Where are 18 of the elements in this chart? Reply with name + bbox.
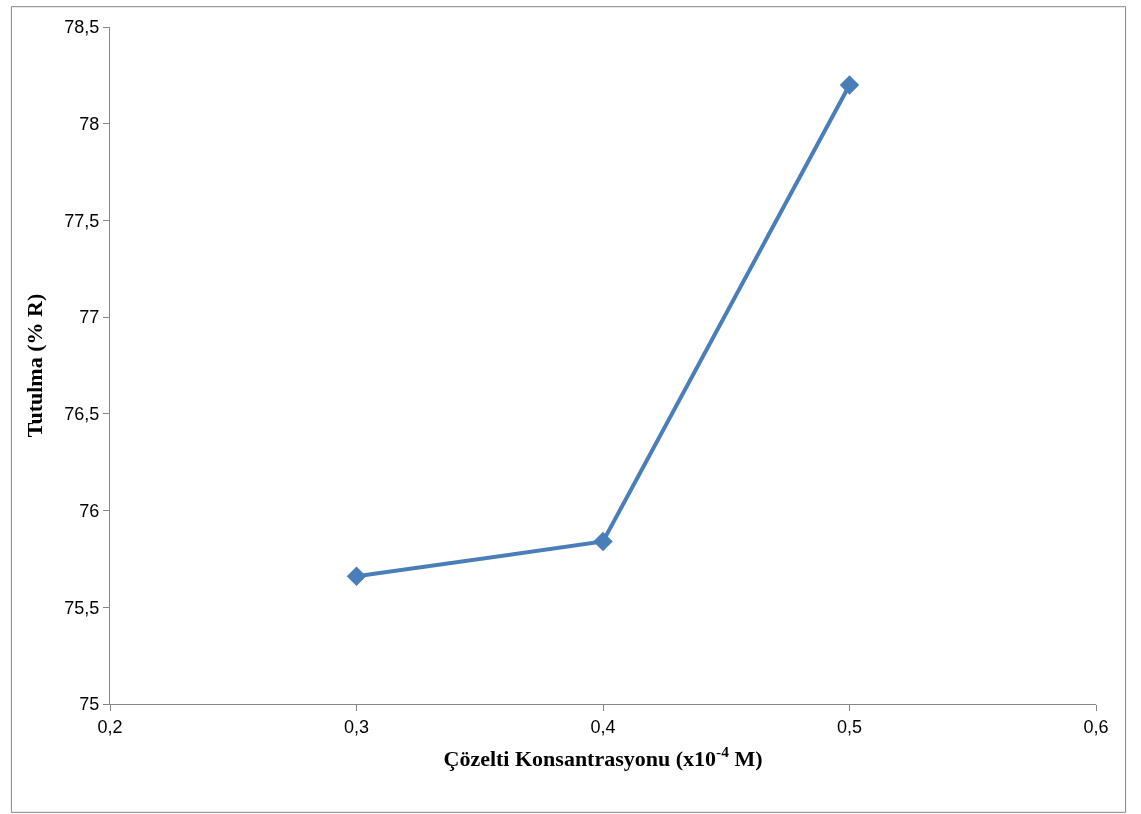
point: [346, 566, 367, 587]
x-axis-title: Çözelti Konsantrasyonu (x10$^{-4}$ M): [443, 743, 763, 772]
y-tick-label: 78: [79, 114, 100, 135]
x-tick-label: 0,3: [343, 716, 370, 737]
x-tick-label: 0,2: [97, 716, 123, 737]
y-axis-title: Tutulma (% R): [22, 293, 48, 438]
y-tick-label: 75: [79, 694, 100, 715]
x-tick-label: 0,6: [1083, 716, 1109, 737]
x-tick-label: 0,5: [836, 716, 863, 737]
y-tick-label: 76,5: [64, 404, 100, 425]
y-tick-label: 78,5: [64, 17, 100, 38]
point: [593, 531, 613, 552]
y-tick-label: 75,5: [64, 597, 100, 618]
y-tick-label: 77,5: [64, 210, 100, 231]
y-tick-label: 77: [79, 307, 100, 328]
point: [839, 75, 860, 95]
y-tick-label: 76: [79, 500, 100, 521]
x-tick-label: 0,4: [590, 716, 616, 737]
